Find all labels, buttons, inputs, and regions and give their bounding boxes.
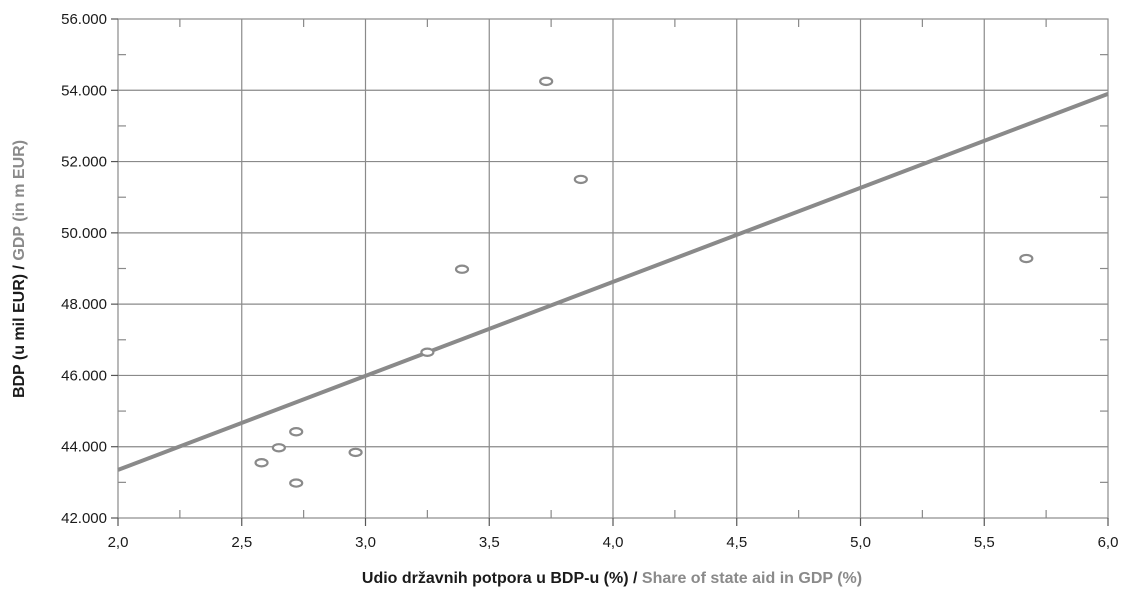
y-tick-label: 48.000 — [61, 296, 107, 313]
tick-labels: 2,0 2,5 3,0 3,5 4,0 4,5 5,0 5,5 6,0 42.000 44.000 4… — [61, 11, 1118, 551]
y-tick-label: 42.000 — [61, 510, 107, 527]
grid — [111, 18, 1109, 526]
data-point — [420, 347, 435, 357]
data-point — [348, 447, 363, 458]
y-tick-label: 52.000 — [61, 154, 107, 171]
x-axis-title: Udio državnih potpora u BDP-u (%) / Shar… — [362, 570, 862, 587]
data-points — [254, 76, 1034, 488]
x-tick-label: 3,5 — [479, 534, 500, 551]
x-axis-title-secondary: Share of state aid in GDP (%) — [642, 570, 862, 587]
x-tick-label: 4,0 — [603, 534, 624, 551]
data-point — [539, 76, 554, 87]
x-tick-label: 5,5 — [974, 534, 995, 551]
x-tick-label: 6,0 — [1098, 534, 1119, 551]
data-point — [271, 443, 286, 453]
trendline — [117, 91, 1109, 472]
data-point — [289, 478, 304, 488]
y-axis-title-primary: BDP (u mil EUR) / — [11, 261, 28, 399]
x-tick-label: 2,5 — [231, 534, 252, 551]
data-point — [454, 264, 470, 274]
x-tick-label: 5,0 — [850, 534, 871, 551]
y-tick-label: 56.000 — [61, 11, 107, 28]
data-point — [1019, 253, 1034, 264]
x-tick-label: 2,0 — [108, 534, 129, 551]
x-tick-label: 4,5 — [726, 534, 747, 551]
y-tick-label: 54.000 — [61, 82, 107, 99]
trendline-layer — [117, 91, 1109, 472]
data-point — [289, 427, 304, 437]
x-tick-label: 3,0 — [355, 534, 376, 551]
data-point — [573, 174, 588, 185]
data-point — [254, 458, 269, 468]
y-axis-title: BDP (u mil EUR) / GDP (in m EUR) — [11, 140, 28, 398]
y-tick-label: 50.000 — [61, 225, 107, 242]
y-axis-title-secondary: GDP (in m EUR) — [11, 140, 28, 261]
y-tick-label: 46.000 — [61, 367, 107, 384]
y-tick-label: 44.000 — [61, 439, 107, 456]
x-axis-title-primary: Udio državnih potpora u BDP-u (%) / — [362, 570, 642, 587]
